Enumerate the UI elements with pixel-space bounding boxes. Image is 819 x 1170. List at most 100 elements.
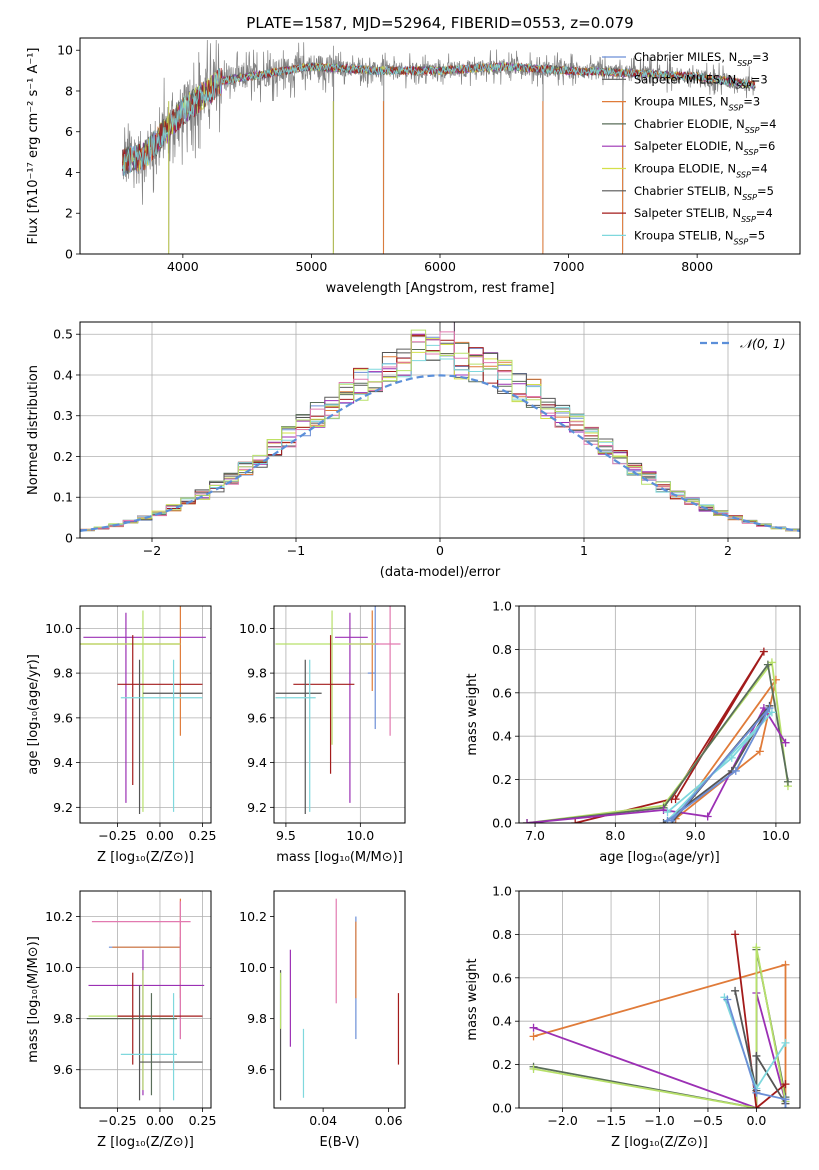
weight-marker xyxy=(731,766,740,775)
x-tick-label: −0.5 xyxy=(693,1113,723,1128)
x-tick-label: 5000 xyxy=(296,259,328,274)
errorbar-point xyxy=(120,993,177,1101)
weight-marker xyxy=(781,1104,790,1108)
errorbar-point xyxy=(86,993,177,1096)
y-tick-label: 9.6 xyxy=(53,1062,73,1077)
weight-line xyxy=(533,947,787,1108)
weight-marker xyxy=(731,986,740,995)
axes-frame xyxy=(79,890,212,1109)
spectrum-legend: Chabrier MILES, NSSP=3 Salpeter MILES, NS… xyxy=(602,50,776,246)
y-tick-label: 0.4 xyxy=(492,729,512,744)
weight-marker xyxy=(752,1088,761,1097)
weight-marker xyxy=(763,660,772,669)
y-tick-label: 0.2 xyxy=(492,772,512,787)
axes-frame xyxy=(79,605,212,824)
panel-age_vs_mass: 9.5 10.0 9.2 9.4 9.6 9.8 10.0 mass [log₁₀(M/M⊙)… xyxy=(239,605,406,865)
errorbar-point xyxy=(88,970,181,1091)
y-tick-label: 4 xyxy=(65,165,73,180)
y-tick-label: 9.8 xyxy=(53,666,73,681)
weight-marker xyxy=(752,1104,761,1108)
y-tick-label: 0.6 xyxy=(492,970,512,985)
x-tick-label: −2 xyxy=(143,543,161,558)
x-tick-label: 8000 xyxy=(681,259,713,274)
y-tick-label: 0.6 xyxy=(492,685,512,700)
axes-frame xyxy=(518,605,801,824)
histogram-step xyxy=(80,331,800,531)
panel-mass_weight_vs_age: 7.0 8.0 9.0 10.0 0.0 0.2 0.4 0.6 0.8 1.0 age [log₁… xyxy=(465,599,801,865)
y-tick-label: 9.6 xyxy=(53,710,73,725)
weight-marker xyxy=(781,738,790,747)
y-tick-label: 0.4 xyxy=(53,367,73,382)
weight-marker xyxy=(529,1064,538,1073)
x-axis-label: E(B-V) xyxy=(319,1135,359,1150)
y-tick-label: 0.0 xyxy=(492,816,512,831)
x-tick-label: 0.04 xyxy=(309,1113,337,1128)
weight-marker xyxy=(781,1038,790,1047)
legend-label: Kroupa MILES, NSSP=3 xyxy=(634,95,760,113)
weight-marker xyxy=(663,808,672,817)
plot-area xyxy=(80,891,211,1108)
y-tick-label: 10.0 xyxy=(239,960,267,975)
plot-area xyxy=(279,898,400,1101)
model-spectrum-line xyxy=(122,62,756,171)
x-axis-label: wavelength [Angstrom, rest frame] xyxy=(326,281,555,296)
weight-line xyxy=(666,707,771,822)
y-axis-label: mass weight xyxy=(465,673,480,755)
y-tick-label: 9.4 xyxy=(53,755,73,770)
plot-area xyxy=(122,39,756,254)
panel-mass_weight_vs_Z: −2.0 −1.5 −1.0 −0.5 0.0 0.0 0.2 0.4 0.6 0.8 1.0 Z [… xyxy=(465,884,801,1150)
x-tick-label: 10.0 xyxy=(346,828,374,843)
weight-marker xyxy=(781,1095,790,1104)
weight-line xyxy=(723,997,787,1091)
x-tick-label: 7.0 xyxy=(525,828,545,843)
panel-mass_vs_Z: −0.25 0.00 0.25 9.6 9.8 10.0 10.2 Z [log₁₀(Z/Z⊙… xyxy=(26,890,216,1150)
weight-marker xyxy=(727,753,736,762)
x-tick-label: 7000 xyxy=(553,259,585,274)
x-tick-label: 0.00 xyxy=(146,828,174,843)
weight-marker xyxy=(752,1051,761,1060)
normal-curve xyxy=(80,374,800,532)
errorbar-point xyxy=(275,610,376,745)
residual-legend: 𝒩(0, 1) xyxy=(700,336,786,351)
x-tick-label: 8.0 xyxy=(605,828,625,843)
plot-area xyxy=(519,891,800,1108)
y-tick-label: 0.3 xyxy=(53,408,73,423)
x-tick-label: −1.0 xyxy=(644,1113,674,1128)
y-tick-label: 9.6 xyxy=(247,710,267,725)
plot-area xyxy=(519,606,800,823)
weight-marker xyxy=(667,816,676,823)
y-axis-label: Flux [fλ10⁻¹⁷ erg cm⁻² s⁻¹ A⁻¹] xyxy=(26,48,41,245)
weight-marker xyxy=(767,658,776,667)
weight-marker xyxy=(731,930,740,939)
axes-frame xyxy=(273,605,406,824)
weight-marker xyxy=(771,675,780,684)
y-tick-label: 0.8 xyxy=(492,927,512,942)
x-tick-label: −1 xyxy=(287,543,305,558)
weight-line xyxy=(726,999,787,1108)
y-tick-label: 0.8 xyxy=(492,642,512,657)
weight-marker xyxy=(671,795,680,804)
errorbar-point xyxy=(80,610,181,812)
errorbar-point xyxy=(335,612,368,803)
weight-marker xyxy=(723,995,732,1004)
y-tick-label: 0 xyxy=(65,531,73,546)
weight-marker xyxy=(752,943,761,952)
weight-line xyxy=(734,934,787,1108)
histogram-step xyxy=(80,329,800,531)
y-axis-label: mass [log₁₀(M/M⊙)] xyxy=(26,936,41,1063)
y-tick-label: 0.2 xyxy=(492,1057,512,1072)
weight-marker xyxy=(767,708,776,717)
errorbar-point xyxy=(293,635,355,774)
legend-label: Chabrier ELODIE, NSSP=4 xyxy=(634,117,776,134)
errorbar-point xyxy=(138,659,203,815)
x-tick-label: 0.00 xyxy=(146,1113,174,1128)
weight-marker xyxy=(703,812,712,821)
x-tick-label: 6000 xyxy=(424,259,456,274)
y-tick-label: 8 xyxy=(65,83,73,98)
errorbar-point xyxy=(88,949,205,1096)
observed-spectrum-line xyxy=(122,39,756,253)
y-tick-label: 9.8 xyxy=(247,1011,267,1026)
weight-marker xyxy=(781,1080,790,1089)
legend-label: Salpeter STELIB, NSSP=4 xyxy=(634,206,773,224)
